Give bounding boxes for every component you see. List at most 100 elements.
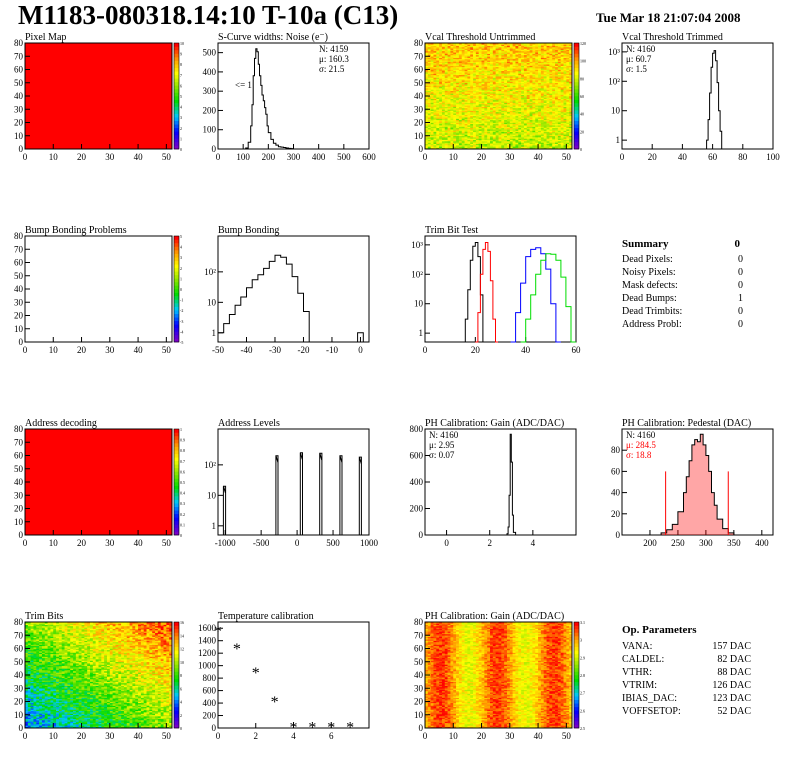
heatmap-cell [555, 143, 559, 146]
heatmap-cell [540, 54, 545, 57]
heatmap-cell [538, 143, 542, 146]
heatmap-cell [453, 78, 457, 81]
heatmap-cell [430, 113, 434, 115]
heatmap-cell [490, 77, 494, 80]
heatmap-cell [425, 101, 429, 103]
heatmap-cell [447, 50, 451, 53]
heatmap-cell [521, 93, 525, 95]
heatmap-cell [523, 72, 528, 74]
heatmap-cell [566, 92, 570, 94]
heatmap-cell [473, 115, 477, 118]
heatmap-cell [515, 84, 519, 86]
heatmap-cell [433, 101, 437, 103]
heatmap-cell [456, 88, 460, 90]
heatmap-cell [484, 145, 488, 147]
heatmap-cell [506, 115, 511, 118]
heatmap-cell [430, 117, 434, 119]
heatmap-cell [478, 53, 482, 56]
heatmap-cell [498, 142, 502, 145]
heatmap-cell [560, 146, 564, 148]
heatmap-cell [473, 58, 477, 61]
heatmap-cell [441, 52, 446, 54]
y-tick-label: 60 [14, 451, 24, 461]
chart-title: S-Curve widths: Noise (e⁻) [218, 32, 328, 43]
heatmap-cell [433, 135, 437, 138]
heatmap-cell [430, 66, 434, 69]
heatmap-cell [464, 93, 468, 95]
heatmap-cell [470, 53, 474, 56]
heatmap-cell [555, 105, 559, 107]
heatmap-cell [464, 125, 468, 127]
heatmap-cell [461, 105, 465, 107]
heatmap-cell [526, 66, 530, 69]
x-tick-label: 0 [423, 345, 428, 355]
heatmap-cell [540, 122, 545, 125]
heatmap-cell [529, 126, 533, 129]
heatmap-cell [461, 114, 465, 117]
heatmap-cell [478, 130, 482, 133]
heatmap-cell [501, 45, 505, 48]
heatmap-cell [546, 74, 550, 77]
heatmap-cell [473, 117, 477, 119]
heatmap-cell [467, 90, 471, 93]
heatmap-cell [453, 131, 457, 134]
heatmap-cell [458, 147, 463, 150]
heatmap-cell [425, 131, 429, 134]
heatmap-cell [535, 57, 539, 60]
heatmap-cell [450, 53, 454, 56]
plot-frame [217, 428, 370, 536]
heatmap-cell [506, 147, 511, 150]
heatmap-cell [566, 62, 570, 65]
heatmap-cell [512, 43, 516, 45]
y-tick-label: 80 [14, 38, 24, 48]
heatmap-cell [546, 78, 550, 81]
heatmap-cell [456, 50, 460, 53]
stat-rms: σ: 0.07 [429, 450, 455, 460]
heatmap-cell [555, 80, 559, 82]
heatmap-cell [526, 98, 530, 101]
heatmap-cell [490, 72, 494, 74]
heatmap-cell [492, 102, 496, 105]
heatmap-cell [566, 99, 570, 102]
heatmap-cell [532, 106, 536, 109]
heatmap-cell [447, 115, 451, 118]
heatmap-cell [569, 62, 573, 65]
heatmap-cell [478, 137, 482, 139]
heatmap-cell [540, 77, 545, 80]
heatmap-cell [441, 141, 446, 143]
heatmap-cell [560, 138, 564, 141]
heatmap-cell [461, 143, 465, 146]
heatmap-cell [498, 119, 502, 122]
heatmap-cell [498, 70, 502, 73]
heatmap-cell [430, 68, 434, 70]
heatmap-cell [458, 58, 463, 61]
heatmap-cell [540, 73, 545, 76]
heatmap-cell [535, 134, 539, 137]
colorbar-segment [174, 285, 179, 290]
heatmap-cell [549, 145, 553, 147]
heatmap-cell [430, 131, 434, 134]
heatmap-cell [566, 125, 570, 127]
heatmap-cell [464, 44, 468, 46]
heatmap-cell [436, 48, 440, 50]
heatmap-cell [512, 45, 516, 48]
heatmap-cell [504, 101, 508, 103]
heatmap-cell [566, 70, 570, 73]
heatmap-cell [521, 111, 525, 114]
heatmap-cell [555, 48, 559, 50]
heatmap-cell [529, 54, 533, 57]
x-tick-label: 0 [620, 152, 625, 162]
heatmap-cell [557, 68, 561, 70]
heatmap-cell [552, 65, 556, 68]
heatmap-cell [498, 125, 502, 127]
heatmap-cell [549, 135, 553, 138]
heatmap-cell [481, 103, 485, 106]
heatmap-cell [546, 130, 550, 133]
heatmap-cell [501, 107, 505, 110]
heatmap-cell [526, 97, 530, 99]
heatmap-cell [478, 147, 482, 150]
heatmap-cell [481, 58, 485, 61]
heatmap-cell [481, 90, 485, 93]
heatmap-cell [473, 80, 477, 82]
colorbar-segment [174, 327, 179, 332]
